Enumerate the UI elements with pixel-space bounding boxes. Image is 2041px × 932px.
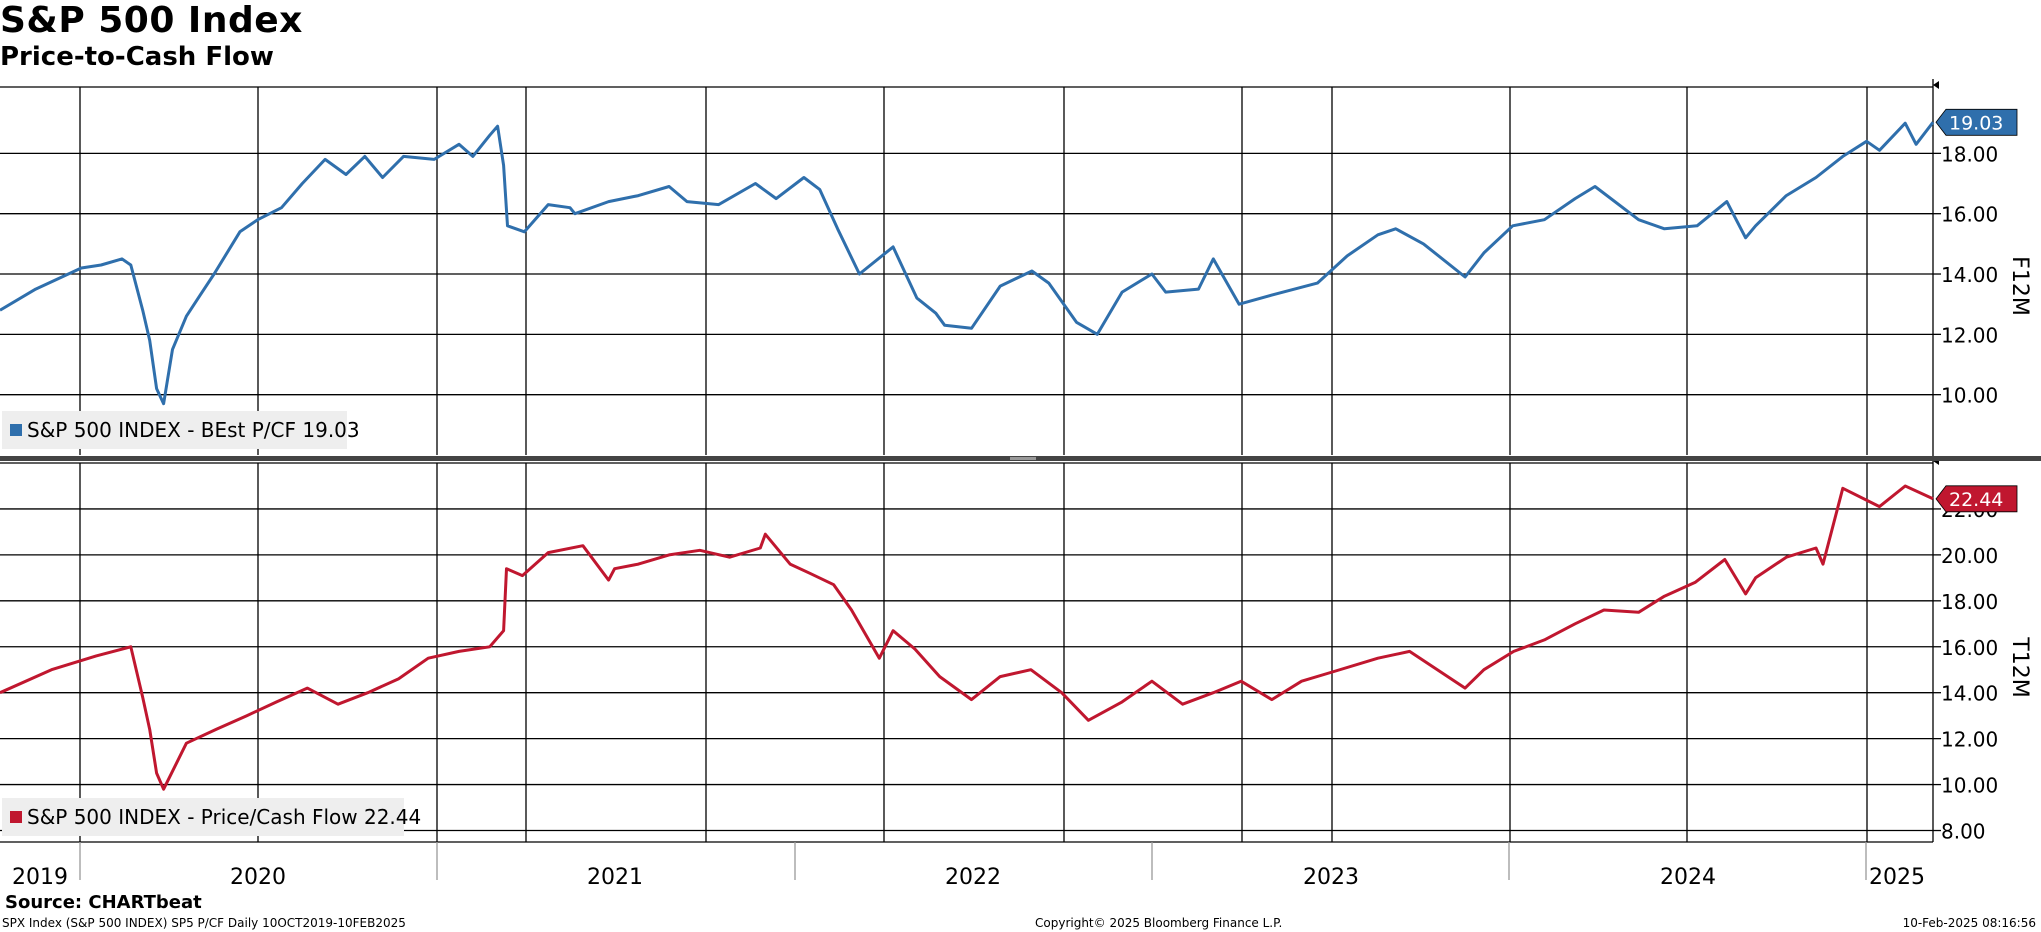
footer-ticker-info: SPX Index (S&P 500 INDEX) SP5 P/CF Daily… — [2, 916, 406, 930]
axis-arrow-icon — [1933, 81, 1939, 89]
x-tick-label: 2023 — [1303, 865, 1359, 890]
x-tick-label: 2021 — [587, 865, 643, 890]
y-axis-title: F12M — [2007, 256, 2032, 316]
source-note: Source: CHARTbeat — [5, 892, 202, 913]
legend-box — [2, 798, 404, 836]
legend-label: S&P 500 INDEX - BEst P/CF 19.03 — [27, 418, 360, 442]
y-tick-label: 12.00 — [1941, 323, 1998, 347]
y-tick-label: 16.00 — [1941, 203, 1998, 227]
series-line — [0, 121, 1935, 406]
y-tick-label: 18.00 — [1941, 142, 1998, 166]
y-tick-label: 18.00 — [1941, 590, 1998, 614]
x-tick-label: 2020 — [230, 865, 286, 890]
y-tick-label: 12.00 — [1941, 728, 1998, 752]
legend-swatch — [10, 811, 22, 823]
y-tick-label: 20.00 — [1941, 544, 1998, 568]
last-value-badge — [1935, 485, 2018, 513]
x-tick-label: 2024 — [1660, 865, 1716, 890]
y-tick-label: 14.00 — [1941, 682, 1998, 706]
y-tick-label: 10.00 — [1941, 774, 1998, 798]
series-line — [0, 484, 1934, 791]
panel-resize-handle — [1010, 457, 1036, 460]
last-value-label: 22.44 — [1949, 489, 2003, 511]
footer-timestamp: 10-Feb-2025 08:16:56 — [1902, 916, 2036, 930]
legend-label: S&P 500 INDEX - Price/Cash Flow 22.44 — [27, 805, 421, 829]
last-value-label: 19.03 — [1949, 112, 2003, 134]
y-tick-label: 16.00 — [1941, 636, 1998, 660]
legend-swatch — [10, 424, 22, 436]
chart-title: S&P 500 Index — [0, 0, 303, 41]
legend-box — [2, 411, 347, 449]
last-value-badge — [1935, 108, 2018, 136]
y-tick-label: 10.00 — [1941, 384, 1998, 408]
footer-copyright: Copyright© 2025 Bloomberg Finance L.P. — [1035, 916, 1283, 930]
x-tick-label: 2022 — [945, 865, 1001, 890]
chart-subtitle: Price-to-Cash Flow — [0, 42, 274, 72]
x-tick-label: 2019 — [12, 865, 68, 890]
y-tick-label: 14.00 — [1941, 263, 1998, 287]
y-axis-title: T12M — [2007, 636, 2032, 697]
x-tick-label: 2025 — [1869, 865, 1925, 890]
y-tick-label: 8.00 — [1941, 820, 1986, 844]
